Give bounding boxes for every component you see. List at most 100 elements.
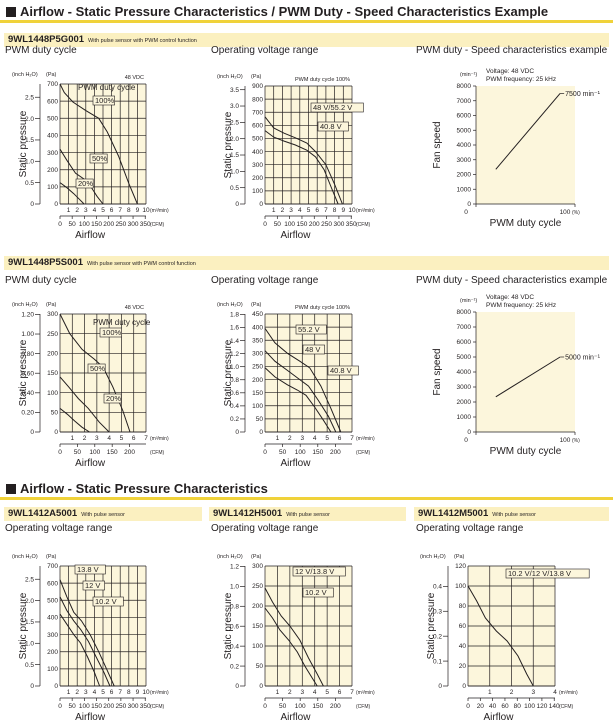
inch-tick-label: 0 [235,683,239,690]
y-tick-label: 100 [252,403,263,410]
y-tick-label: 450 [252,311,263,318]
y-tick-label: 50 [256,416,264,423]
y-tick-label: 400 [252,324,263,331]
y-tick-label: 4000 [457,369,472,376]
x-tick-label: 3 [95,435,99,442]
series-line-1 [264,587,324,687]
y-tick-label: 300 [47,150,58,157]
x-tick-label: 5 [120,435,124,442]
model-band-4: 9WL1412H5001 With pulse sensor [209,507,406,521]
inch-tick-label: 2.0 [25,116,34,123]
m3-unit-label: (m³/min) [150,690,169,696]
y-axis-title: Static pressure [18,110,29,177]
subtitle-voltage-range: Operating voltage range [211,523,319,534]
subtitle-pwm-duty: PWM duty cycle [5,275,77,286]
x-tick-label: 6 [338,689,342,696]
series-label: 13.8 V [77,565,99,574]
inch-tick-label: 1.0 [230,584,239,591]
cfm-tick-label: 100 [295,449,306,456]
y-axis-title: Static pressure [18,339,29,406]
series-label-box [292,566,346,577]
model-name-row: 9WL1412M5001 With pulse sensor [418,508,536,519]
cfm-tick-label: 250 [321,221,332,228]
x-tick-label: 2 [281,207,285,214]
header-note: 48 VDC [125,305,144,311]
cfm-tick-label: 0 [263,221,267,228]
x-tick-label: 9 [341,207,345,214]
series-label: 20% [78,179,93,188]
cfm-unit-label: (CFM) [356,450,370,456]
cfm-tick-label: 150 [91,221,102,228]
inch-tick-label: 0.60 [21,370,34,377]
y-tick-label: 250 [252,583,263,590]
x-tick-label: 7 [350,435,354,442]
y-tick-label: 0 [259,429,263,436]
x-tick-label: 7 [118,689,122,696]
x-tick-label: 6 [132,435,136,442]
inch-tick-label: 1.2 [230,351,239,358]
note-voltage: Voltage: 48 VDC [486,294,534,301]
inch-tick-label: 0.5 [230,185,239,192]
x-tick-label: 4 [313,435,317,442]
legend-title: PWM duty cycle [93,318,151,327]
model-band-5: 9WL1412M5001 With pulse sensor [414,507,609,521]
cfm-tick-label: 200 [330,449,341,456]
series-label-box [295,324,327,335]
header-note: PWM duty cycle 100% [295,305,350,311]
series-label-box [99,327,122,338]
right-unit-label: (Pa) [251,554,262,560]
x-tick-label: 1 [70,435,74,442]
x-tick-label: 4 [93,689,97,696]
y-tick-label: 200 [47,351,58,358]
x-tick-label: 5 [325,689,329,696]
series-label: 40.8 V [320,122,342,131]
y-axis-title: Static pressure [223,339,234,406]
inch-tick-label: 0 [235,429,239,436]
y-axis-title: Fan speed [432,121,443,168]
series-label-box [302,587,334,598]
chart-8: 05010015020025030000.20.40.60.81.01.2(in… [217,554,375,723]
note-voltage: Voltage: 48 VDC [486,68,534,75]
model-name: 9WL1412H5001 [213,508,283,519]
series-line-1 [59,579,115,687]
series-label-box [87,363,106,374]
cfm-unit-label: (CFM) [356,704,370,710]
subtitle-pwm-speed: PWM duty - Speed characteristics example [416,275,608,286]
chart-5: 05010015020025030035040045000.20.40.60.8… [217,302,375,469]
inch-tick-label: 0 [30,201,34,208]
y-axis-title: Static pressure [18,592,29,659]
y-tick-label: 200 [252,603,263,610]
y-tick-label: 500 [47,597,58,604]
inch-tick-label: 1.5 [25,619,34,626]
y-tick-label: 7000 [457,98,472,105]
x-tick-label: 3 [531,689,535,696]
cfm-unit-label: (CFM) [356,222,370,228]
y-axis-title: Static pressure [223,111,234,178]
x-tick-label: 2 [510,689,514,696]
cfm-tick-label: 250 [115,221,126,228]
y-tick-label: 50 [256,663,264,670]
cfm-tick-label: 300 [333,221,344,228]
y-tick-label: 300 [252,351,263,358]
x-tick-label: 8 [127,207,131,214]
x-unit-label: (%) [572,438,580,444]
series-line-1 [59,83,138,205]
y-tick-label: 600 [47,580,58,587]
cfm-tick-label: 300 [128,703,139,710]
left-unit-label: (inch H₂O) [12,72,38,78]
y-axis-title: Static pressure [426,592,437,659]
left-unit-label: (inch H₂O) [217,302,243,308]
inch-tick-label: 2.0 [25,598,34,605]
x-tick-label: 3 [84,689,88,696]
section-title: Airflow - Static Pressure Characteristic… [20,481,268,496]
x-tick-label: 2 [75,207,79,214]
x-tick-label: 0 [464,437,468,444]
y-tick-label: 2000 [457,399,472,406]
series-label-box [103,393,122,404]
inch-tick-label: 0 [30,683,34,690]
y-tick-label: 120 [455,563,466,570]
cfm-tick-label: 0 [58,221,62,228]
plot-area [476,86,575,204]
inch-tick-label: 1.2 [230,564,239,571]
series-label: 10.2 V [95,597,117,606]
